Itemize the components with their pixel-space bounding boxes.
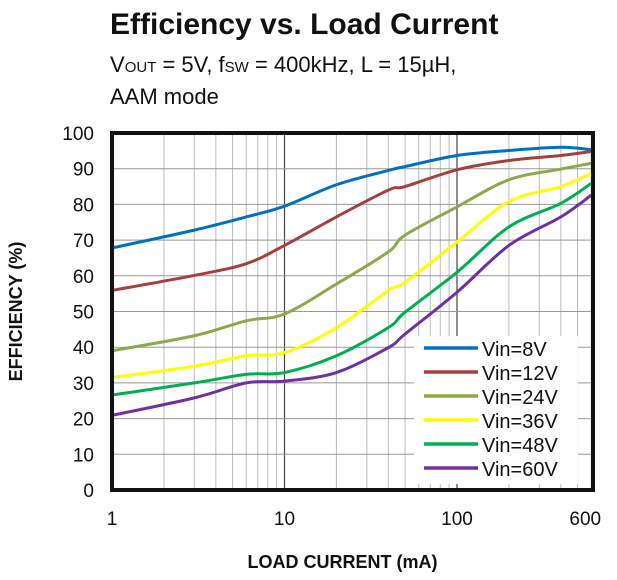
series-line-vin-24v bbox=[111, 161, 592, 353]
legend-label: Vin=8V bbox=[482, 339, 547, 361]
x-tick-label: 600 bbox=[569, 509, 601, 530]
series-line-vin-36v bbox=[111, 171, 592, 380]
plot-frame bbox=[110, 131, 595, 492]
y-tick-label: 70 bbox=[73, 231, 94, 252]
x-tick-label: 100 bbox=[441, 509, 473, 530]
y-tick-label: 50 bbox=[73, 303, 94, 324]
y-tick-label: 100 bbox=[62, 124, 94, 145]
x-tick-label: 10 bbox=[274, 509, 295, 530]
vout-sub: OUT bbox=[124, 59, 157, 76]
y-tick-label: 40 bbox=[73, 338, 94, 359]
y-tick-label: 0 bbox=[83, 481, 94, 502]
chart-subtitle-line1: VOUT = 5V, fSW = 400kHz, L = 15µH, bbox=[110, 52, 456, 78]
y-tick-label: 60 bbox=[73, 267, 94, 288]
legend-label: Vin=12V bbox=[482, 363, 558, 385]
y-axis-label: EFFICIENCY (%) bbox=[6, 242, 26, 382]
x-axis-label: LOAD CURRENT (mA) bbox=[248, 552, 438, 572]
y-tick-label: 90 bbox=[73, 160, 94, 181]
vout-rest: = 5V, f bbox=[156, 52, 225, 77]
subtitle-rest: = 400kHz, L = 15µH, bbox=[248, 52, 457, 77]
x-tick-label: 1 bbox=[107, 509, 118, 530]
y-tick-label: 30 bbox=[73, 374, 94, 395]
legend-box bbox=[414, 336, 578, 484]
legend-label: Vin=36V bbox=[482, 411, 558, 433]
chart-subtitle-line2: AAM mode bbox=[110, 84, 219, 109]
legend-label: Vin=24V bbox=[482, 387, 558, 409]
chart-title: Efficiency vs. Load Current bbox=[110, 8, 499, 41]
legend-label: Vin=48V bbox=[482, 435, 558, 457]
series-line-vin-12v bbox=[111, 150, 592, 292]
legend-label: Vin=60V bbox=[482, 459, 558, 481]
y-tick-label: 10 bbox=[73, 445, 94, 466]
legend: Vin=8VVin=12VVin=24VVin=36VVin=48VVin=60… bbox=[414, 336, 578, 484]
y-tick-label: 80 bbox=[73, 195, 94, 216]
series-line-vin-8v bbox=[111, 145, 592, 250]
y-tick-label: 20 bbox=[73, 410, 94, 431]
fsw-sub: SW bbox=[224, 59, 249, 76]
series-line-vin-48v bbox=[111, 182, 593, 397]
vout-v: V bbox=[110, 52, 125, 77]
series-line-vin-60v bbox=[111, 193, 593, 417]
